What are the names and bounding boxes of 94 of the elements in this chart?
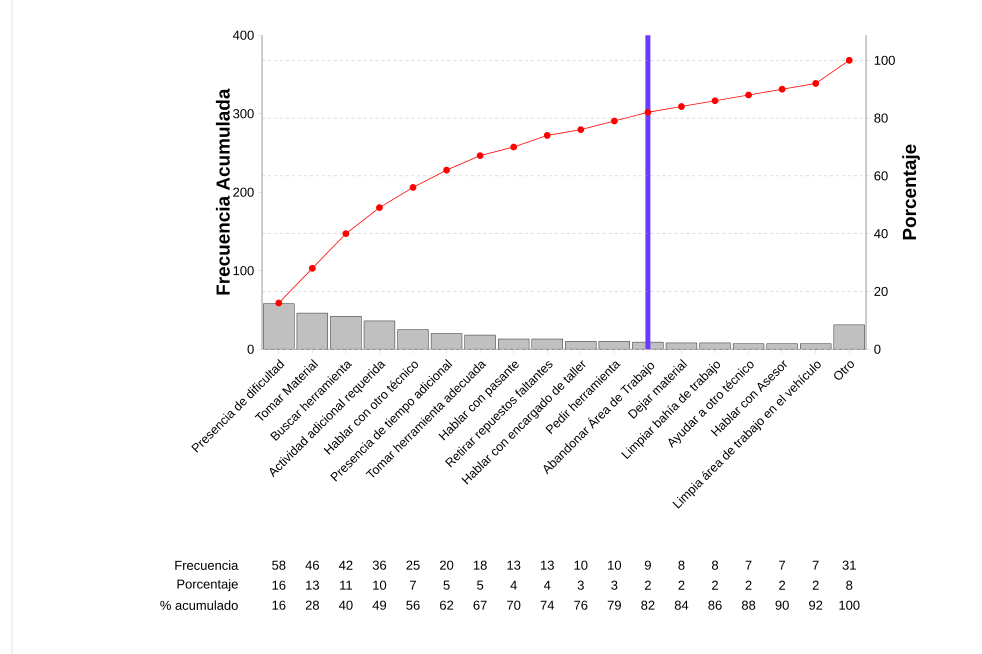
- text: 7: [410, 580, 416, 590]
- data-label: 42: [338, 560, 352, 570]
- point: [778, 86, 786, 92]
- data-label: 31: [842, 560, 856, 570]
- point: [812, 80, 820, 87]
- data-label: 25: [406, 560, 420, 570]
- data-label: 70: [507, 600, 520, 610]
- point: [678, 102, 685, 110]
- data-label: 92: [809, 600, 822, 610]
- text: 3: [611, 580, 618, 590]
- data-label: 76: [574, 600, 588, 610]
- data-label: 10: [608, 560, 622, 570]
- text: 4: [544, 580, 550, 590]
- data-label: 10: [574, 560, 588, 570]
- data-label: 8: [678, 560, 684, 570]
- data-label: 74: [540, 600, 554, 610]
- y2-tick-label: 0: [874, 344, 880, 354]
- point: [544, 132, 551, 139]
- text: 11: [340, 580, 352, 590]
- point: [610, 117, 618, 124]
- y2-axis-title: Porcentaje: [902, 144, 920, 240]
- data-label: 56: [406, 600, 420, 610]
- data-label: 13: [507, 560, 520, 570]
- data-label: 90: [776, 600, 789, 610]
- bar: [430, 333, 462, 350]
- text: 10: [373, 580, 386, 590]
- y-tick-label: 300: [233, 108, 254, 118]
- text: 5: [477, 580, 484, 590]
- y2-tick-label: 60: [874, 171, 888, 180]
- data-label: 28: [306, 600, 319, 610]
- point: [376, 204, 383, 211]
- text: Porcentaje: [177, 578, 238, 592]
- data-label: 13: [541, 560, 554, 570]
- point: [846, 56, 853, 64]
- data-label: 16: [272, 600, 286, 610]
- point: [476, 152, 484, 159]
- text: % acumulado: [160, 600, 238, 610]
- data-label: 62: [440, 600, 454, 610]
- text: 2: [812, 580, 819, 590]
- data-label: 7: [746, 560, 752, 570]
- y-tick-label: 200: [233, 187, 254, 197]
- data-label: 20: [440, 560, 454, 570]
- point: [443, 166, 450, 174]
- data-label: 7: [812, 560, 819, 570]
- x-tick-label: Otro: [834, 361, 854, 380]
- point: [308, 264, 316, 272]
- bar: [532, 338, 563, 350]
- y-tick-label: 100: [234, 266, 254, 276]
- data-label: 18: [474, 560, 487, 570]
- point: [644, 108, 652, 116]
- point: [510, 143, 518, 150]
- data-label: 84: [674, 600, 688, 610]
- bar: [800, 343, 832, 350]
- point: [745, 91, 752, 98]
- bar: [699, 342, 731, 350]
- text: 5: [443, 580, 450, 590]
- text: 2: [678, 580, 684, 590]
- text: 16: [272, 580, 286, 590]
- text: 2: [644, 580, 651, 590]
- data-label: 49: [372, 600, 386, 610]
- data-label: 88: [742, 600, 756, 610]
- point: [712, 97, 718, 104]
- y2-tick-label: 20: [874, 286, 888, 296]
- data-label: 46: [305, 560, 319, 570]
- data-label: 58: [272, 560, 286, 570]
- data-label: 67: [474, 600, 487, 610]
- text: 3: [578, 580, 584, 590]
- text: 2: [746, 580, 752, 590]
- y-tick-label: 0: [248, 344, 254, 354]
- data-label: 82: [641, 600, 654, 610]
- data-label: 86: [708, 600, 722, 610]
- data-label: 7: [779, 560, 786, 570]
- y2-tick-label: 100: [874, 56, 895, 65]
- data-label: 9: [644, 560, 651, 570]
- data-label: 8: [712, 560, 718, 570]
- point: [275, 299, 282, 306]
- text: 8: [846, 580, 852, 590]
- data-label: 36: [372, 560, 386, 570]
- y-axis-title: Frecuencia Acumulada: [216, 88, 230, 294]
- text: 2: [779, 580, 786, 590]
- text: 4: [510, 580, 517, 590]
- text: 2: [712, 580, 718, 590]
- y-tick-label: 400: [232, 30, 254, 40]
- bar: [364, 320, 396, 350]
- y2-tick-label: 80: [874, 113, 888, 122]
- data-label: 40: [338, 600, 353, 610]
- text: 13: [306, 580, 319, 590]
- point: [577, 126, 584, 133]
- data-label: 79: [608, 600, 621, 610]
- data-label: 100: [839, 600, 860, 610]
- text: Frecuencia: [175, 560, 238, 570]
- y2-tick-label: 40: [874, 228, 888, 238]
- point: [342, 230, 350, 237]
- point: [410, 184, 416, 191]
